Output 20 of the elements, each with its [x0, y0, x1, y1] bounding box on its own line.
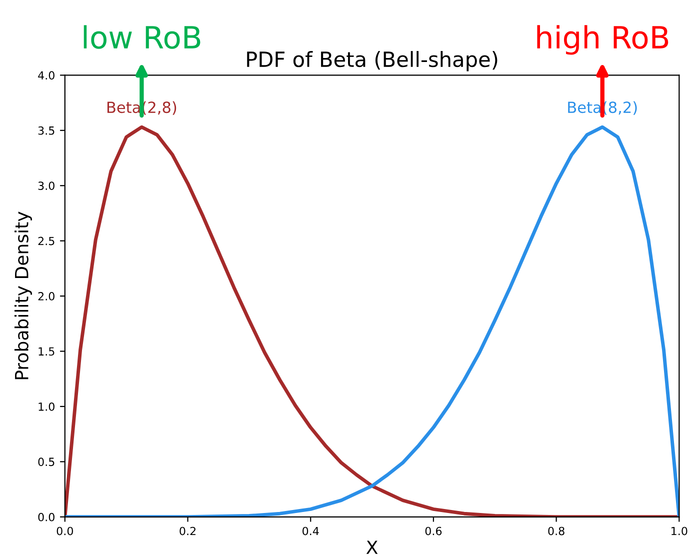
y-tick-label: 1.0 — [38, 402, 54, 411]
x-tick-label: 1.0 — [672, 526, 688, 536]
x-tick-label: 0.4 — [302, 526, 319, 536]
x-tick-label: 0.0 — [56, 526, 74, 536]
y-tick-label: 3.5 — [38, 126, 54, 135]
y-tick-label: 2.0 — [38, 292, 54, 300]
x-axis-title: X — [366, 540, 378, 554]
y-axis-title: Probability Density — [14, 212, 32, 380]
y-tick-label: 4.0 — [38, 71, 54, 80]
y-tick-label: 1.5 — [38, 347, 54, 356]
y-tick-label: 0.0 — [38, 512, 54, 522]
chart-title: PDF of Beta (Bell-shape) — [247, 51, 498, 72]
text: high RoB — [537, 25, 668, 55]
x-tick-label: 0.8 — [548, 526, 564, 536]
y-tick-label: 0.5 — [38, 458, 54, 466]
y-tick-label: 3.0 — [38, 182, 54, 190]
x-tick-label: 0.6 — [425, 526, 442, 536]
y-tick-label: 2.5 — [38, 236, 54, 246]
text: low RoB — [84, 25, 200, 49]
x-tick-label: 0.2 — [180, 526, 196, 536]
